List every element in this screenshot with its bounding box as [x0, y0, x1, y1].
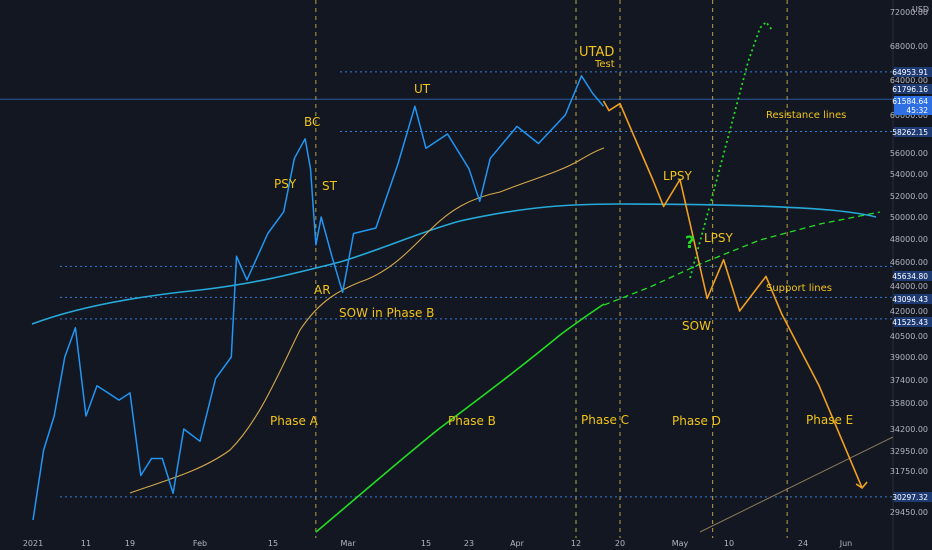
x-tick-label: 15: [268, 539, 278, 548]
y-tick-label: 31750.00: [890, 467, 928, 476]
x-tick-label: 10: [724, 539, 734, 548]
ma-trend-line: [315, 303, 605, 533]
ut-label: UT: [414, 82, 431, 96]
y-tick-label: 46000.00: [890, 258, 928, 267]
y-tick-label: 68000.00: [890, 42, 928, 51]
utad-label: UTAD: [579, 45, 614, 60]
y-tick-label: 50000.00: [890, 213, 928, 222]
y-tick-label: 52000.00: [890, 192, 928, 201]
x-tick-label: Feb: [193, 539, 207, 548]
lpsy-label-2: LPSY: [704, 231, 734, 245]
x-tick-label: 23: [464, 539, 474, 548]
price-badge: [894, 84, 932, 94]
x-tick-label: Apr: [510, 539, 525, 548]
ma-50-line: [129, 147, 605, 494]
price-badge-label: 45:32: [906, 106, 928, 115]
price-badge: [894, 96, 932, 106]
y-tick-label: 72000.00: [890, 8, 928, 17]
price-badge: [894, 127, 932, 137]
y-tick-label: 60000.00: [890, 111, 928, 120]
x-tick-label: 20: [615, 539, 625, 548]
phase-b-label: Phase B: [448, 414, 496, 428]
sow-label: SOW: [682, 319, 711, 333]
st-label: ST: [322, 179, 338, 193]
bc-label: BC: [304, 115, 320, 129]
x-tick-label: 11: [81, 539, 91, 548]
x-tick-label: 12: [571, 539, 581, 548]
ar-label: AR: [314, 283, 331, 297]
y-tick-label: 44000.00: [890, 282, 928, 291]
phase-a-label: Phase A: [270, 414, 319, 428]
x-tick-label: May: [672, 539, 689, 548]
phase-e-label: Phase E: [806, 413, 853, 427]
level-lines: [0, 71, 893, 498]
y-tick-label: 48000.00: [890, 235, 928, 244]
price-badge: [894, 492, 932, 502]
price-badge-label: 45634.80: [892, 272, 928, 281]
price-badge-label: 61584.64: [892, 97, 928, 106]
x-tick-label: 24: [798, 539, 808, 548]
currency-label: USD: [912, 5, 929, 14]
resistance-lines-label: Resistance lines: [766, 110, 846, 121]
y-tick-label: 39000.00: [890, 353, 928, 362]
y-tick-label: 56000.00: [890, 149, 928, 158]
price-badge-label: 41525.43: [892, 318, 928, 327]
support-lines-label: Support lines: [766, 283, 832, 294]
price-badge: [894, 105, 932, 115]
x-tick-label: Mar: [340, 539, 356, 548]
sow-phase-b-label: SOW in Phase B: [339, 306, 434, 320]
price-badge-label: 43094.43: [892, 295, 928, 304]
price-badge-label: 58262.15: [892, 128, 928, 137]
price-badge: [894, 317, 932, 327]
ma-200-line: [31, 203, 877, 325]
y-tick-label: 34200.00: [890, 425, 928, 434]
question-mark: ?: [685, 233, 695, 253]
test-label: Test: [594, 59, 615, 70]
phase-c-label: Phase C: [581, 413, 629, 427]
y-tick-label: 29450.00: [890, 508, 928, 517]
x-tick-label: 15: [421, 539, 431, 548]
y-tick-label: 32950.00: [890, 447, 928, 456]
projection-arrowhead: [855, 481, 868, 489]
dashed-green-trend: [603, 211, 881, 306]
lpsy-label-1: LPSY: [663, 169, 693, 183]
price-line: [32, 75, 605, 521]
y-tick-label: 37400.00: [890, 376, 928, 385]
moving-averages: [31, 147, 877, 533]
y-tick-label: 40500.00: [890, 332, 928, 341]
price-badge: [894, 67, 932, 77]
phase-d-label: Phase D: [672, 414, 721, 428]
x-tick-label: 19: [125, 539, 135, 548]
y-tick-label: 64000.00: [890, 76, 928, 85]
price-badge: [894, 271, 932, 281]
projection-line: [602, 100, 863, 489]
x-axis-ticks: 2021 11 19 Feb 15 Mar 15 23 Apr 12 20 May 10 24 Jun: [23, 539, 852, 548]
price-series-group: [32, 75, 605, 521]
projection-group: [602, 100, 868, 489]
price-badge-label: 30297.32: [892, 493, 928, 502]
price-badge: [894, 294, 932, 304]
bottom-trend-line: [699, 436, 894, 533]
y-axis-ticks: 72000.00 68000.00 64000.00 60000.00 56000.00…: [890, 8, 928, 517]
psy-label: PSY: [274, 177, 297, 191]
y-tick-label: 54000.00: [890, 170, 928, 179]
x-tick-label: Jun: [839, 539, 853, 548]
y-tick-label: 42000.00: [890, 307, 928, 316]
y-tick-label: 35800.00: [890, 399, 928, 408]
price-badge-label: 64953.91: [892, 68, 928, 77]
x-tick-label: 2021: [23, 539, 43, 548]
price-badge-label: 61796.16: [892, 85, 928, 94]
